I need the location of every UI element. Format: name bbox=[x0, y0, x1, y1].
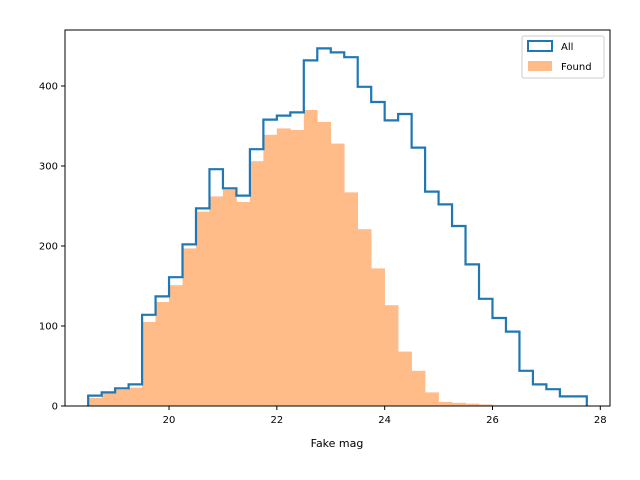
found-bar bbox=[101, 393, 116, 406]
found-bar bbox=[357, 229, 372, 406]
found-bar bbox=[263, 134, 278, 407]
found-bar bbox=[115, 390, 129, 406]
found-bar bbox=[290, 130, 305, 406]
found-bars-group bbox=[88, 110, 520, 407]
legend-found-label: Found bbox=[561, 62, 592, 73]
found-bar bbox=[209, 196, 224, 406]
found-bar bbox=[249, 161, 264, 406]
found-bar bbox=[384, 305, 399, 406]
found-bar bbox=[330, 143, 345, 406]
found-bar bbox=[425, 392, 439, 406]
legend-found-swatch bbox=[528, 61, 552, 71]
x-tick-label: 20 bbox=[163, 415, 176, 426]
found-bar bbox=[398, 351, 412, 406]
found-bar bbox=[195, 211, 210, 406]
found-bar bbox=[142, 322, 156, 406]
found-bar bbox=[182, 248, 197, 406]
y-tick-label: 300 bbox=[39, 162, 58, 173]
legend: All Found bbox=[521, 35, 605, 79]
x-axis-ticks: 20 22 24 26 28 bbox=[163, 406, 607, 426]
all-step-line bbox=[87, 47, 588, 406]
found-bar bbox=[88, 398, 102, 406]
found-bar bbox=[155, 302, 170, 406]
y-tick-label: 400 bbox=[39, 82, 58, 93]
found-bar bbox=[128, 387, 143, 406]
found-bar bbox=[222, 190, 237, 406]
plot-frame bbox=[64, 29, 611, 407]
x-tick-label: 22 bbox=[270, 415, 283, 426]
found-bar bbox=[465, 403, 480, 406]
x-tick-label: 28 bbox=[594, 415, 607, 426]
found-bar bbox=[344, 192, 359, 406]
y-axis-ticks: 0 100 200 300 400 bbox=[39, 82, 65, 413]
found-bar bbox=[438, 402, 453, 406]
found-bar bbox=[303, 110, 318, 406]
found-bar bbox=[411, 370, 426, 406]
found-bar bbox=[317, 122, 332, 406]
x-axis-label: Fake mag bbox=[311, 437, 364, 450]
found-bar bbox=[276, 128, 291, 406]
x-tick-label: 26 bbox=[486, 415, 499, 426]
found-bar bbox=[236, 202, 251, 406]
y-tick-label: 200 bbox=[39, 242, 58, 253]
x-tick-label: 24 bbox=[378, 415, 391, 426]
found-bar bbox=[452, 402, 466, 406]
legend-all-label: All bbox=[561, 42, 573, 53]
y-tick-label: 100 bbox=[39, 322, 58, 333]
legend-all-swatch bbox=[527, 40, 553, 52]
found-bar bbox=[371, 268, 385, 406]
found-bar bbox=[479, 404, 493, 406]
found-bar bbox=[169, 285, 183, 406]
y-tick-label: 0 bbox=[52, 402, 58, 413]
